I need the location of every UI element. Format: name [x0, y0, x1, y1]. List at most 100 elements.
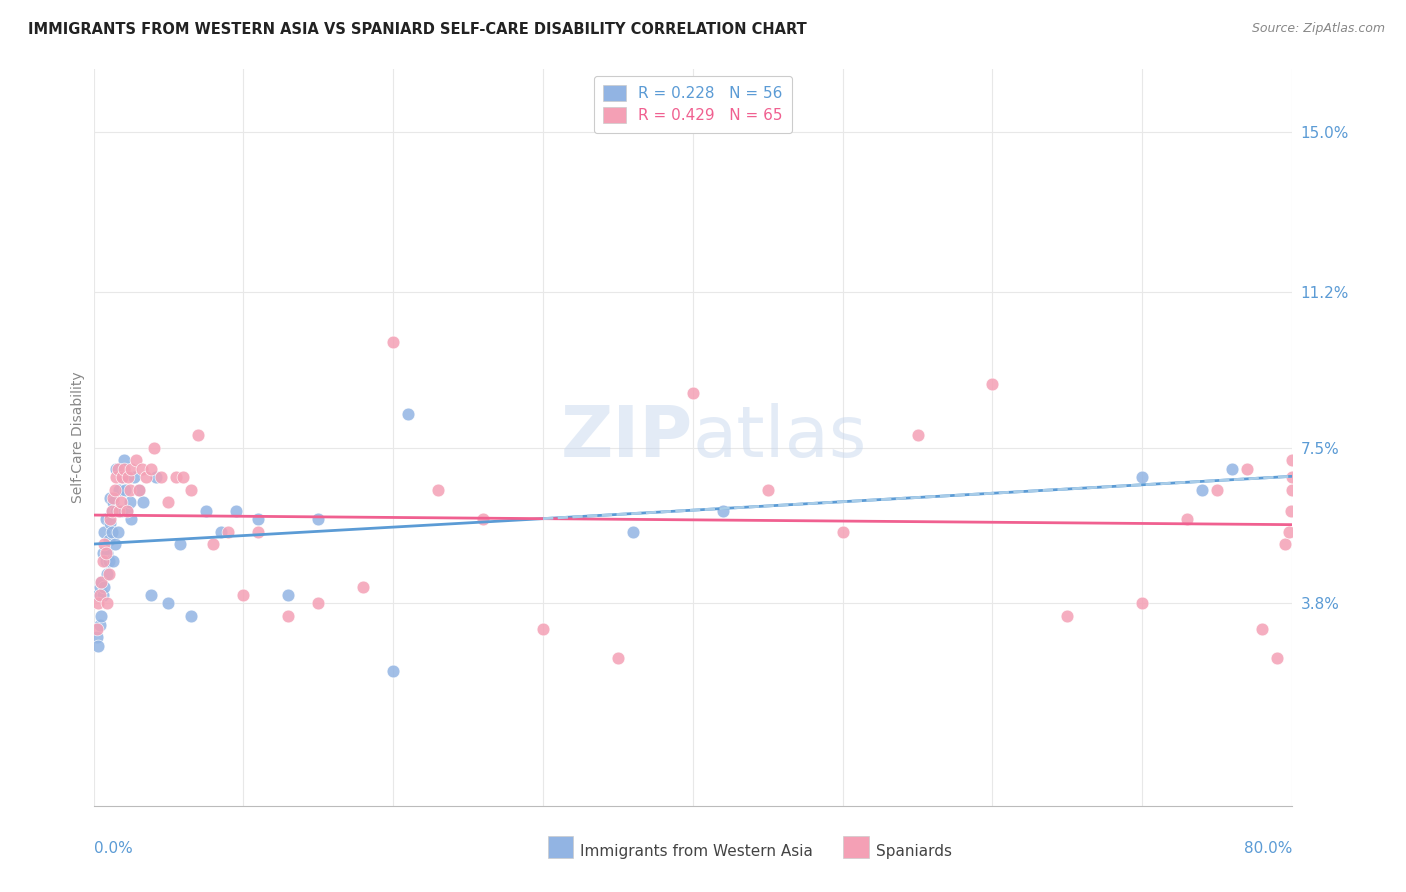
Point [86, 630, 108, 644]
Point [98, 516, 121, 531]
Point [247, 512, 270, 526]
Point [382, 335, 405, 350]
Point [711, 504, 734, 518]
Point [1056, 609, 1078, 624]
Legend: R = 0.228   N = 56, R = 0.429   N = 65: R = 0.228 N = 56, R = 0.429 N = 65 [593, 76, 792, 133]
Point [981, 377, 1004, 392]
Point [93, 537, 115, 551]
Point [90, 575, 112, 590]
Text: 0.0%: 0.0% [94, 841, 132, 856]
Point [90, 609, 112, 624]
Text: Spaniards: Spaniards [876, 844, 952, 858]
Point [93, 580, 115, 594]
Point [128, 483, 150, 497]
Point [86, 622, 108, 636]
Point [103, 537, 125, 551]
Point [427, 483, 450, 497]
Point [89, 580, 111, 594]
Point [232, 588, 254, 602]
Point [122, 470, 145, 484]
Point [117, 470, 139, 484]
Point [110, 504, 132, 518]
Point [1278, 524, 1301, 539]
Point [111, 470, 134, 484]
Point [145, 470, 167, 484]
Point [139, 461, 162, 475]
Point [180, 609, 202, 624]
Point [1175, 512, 1198, 526]
Point [209, 524, 232, 539]
Point [100, 524, 122, 539]
Point [756, 483, 779, 497]
Point [91, 588, 114, 602]
Point [132, 495, 155, 509]
Point [97, 554, 120, 568]
Point [1281, 483, 1303, 497]
Point [90, 575, 112, 590]
Point [157, 495, 180, 509]
Text: ZIP: ZIP [561, 402, 693, 472]
Point [202, 537, 225, 551]
Point [194, 504, 217, 518]
Point [277, 609, 299, 624]
Point [94, 546, 117, 560]
Point [307, 597, 329, 611]
Point [180, 483, 202, 497]
Point [105, 504, 128, 518]
Point [307, 512, 329, 526]
Point [225, 504, 247, 518]
Point [831, 524, 853, 539]
Point [87, 588, 110, 602]
Point [1279, 504, 1302, 518]
Point [682, 385, 704, 400]
Point [98, 491, 121, 505]
Text: IMMIGRANTS FROM WESTERN ASIA VS SPANIARD SELF-CARE DISABILITY CORRELATION CHART: IMMIGRANTS FROM WESTERN ASIA VS SPANIARD… [28, 22, 807, 37]
Point [103, 483, 125, 497]
Point [105, 470, 128, 484]
Point [382, 664, 405, 678]
Point [1251, 622, 1274, 636]
Point [1236, 461, 1258, 475]
Point [87, 597, 110, 611]
Point [107, 524, 129, 539]
Point [396, 407, 419, 421]
Point [1130, 597, 1153, 611]
Point [1206, 483, 1229, 497]
Point [100, 504, 122, 518]
Point [1130, 470, 1153, 484]
Text: Source: ZipAtlas.com: Source: ZipAtlas.com [1251, 22, 1385, 36]
Point [531, 622, 554, 636]
Point [108, 483, 131, 497]
Point [101, 554, 124, 568]
Text: Immigrants from Western Asia: Immigrants from Western Asia [581, 844, 813, 858]
Point [107, 461, 129, 475]
Text: 80.0%: 80.0% [1244, 841, 1292, 856]
Point [101, 495, 124, 509]
Point [96, 597, 118, 611]
Point [96, 566, 118, 581]
Point [606, 651, 628, 665]
Point [277, 588, 299, 602]
Point [169, 537, 191, 551]
Point [187, 428, 209, 442]
Point [217, 524, 239, 539]
Point [89, 588, 111, 602]
Point [120, 461, 142, 475]
Point [1265, 651, 1288, 665]
Point [118, 483, 141, 497]
Y-axis label: Self-Care Disability: Self-Care Disability [72, 371, 86, 503]
Point [172, 470, 194, 484]
Point [131, 461, 153, 475]
Point [120, 512, 142, 526]
Point [157, 597, 180, 611]
Point [96, 546, 118, 560]
Point [89, 617, 111, 632]
Point [1281, 453, 1303, 467]
Point [115, 504, 138, 518]
Point [91, 546, 114, 560]
Point [112, 453, 135, 467]
Point [118, 495, 141, 509]
Point [110, 495, 132, 509]
Point [97, 566, 120, 581]
Point [150, 470, 173, 484]
